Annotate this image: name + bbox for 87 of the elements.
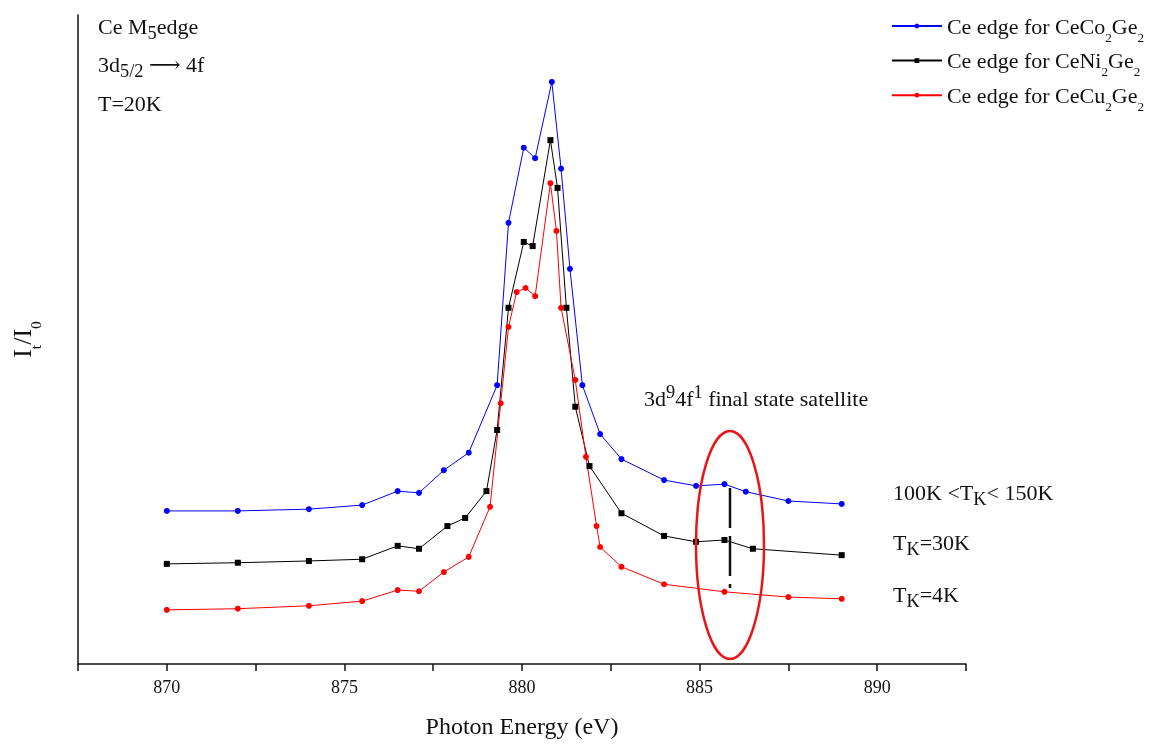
point	[693, 482, 700, 489]
point	[465, 449, 472, 456]
point	[234, 605, 241, 612]
point	[305, 506, 312, 513]
point	[505, 219, 512, 226]
point	[579, 382, 586, 389]
point	[548, 78, 555, 85]
point	[721, 481, 728, 488]
point	[394, 488, 401, 495]
point	[661, 532, 668, 539]
point	[532, 155, 539, 162]
point	[440, 569, 447, 576]
point	[838, 595, 845, 602]
point	[563, 304, 570, 311]
point	[522, 284, 529, 291]
point	[305, 557, 312, 564]
point	[661, 581, 668, 588]
point	[513, 289, 520, 296]
point	[497, 400, 504, 407]
point	[483, 488, 490, 495]
point	[416, 588, 422, 595]
point	[749, 545, 756, 552]
point	[582, 453, 589, 460]
point	[462, 514, 469, 521]
annotation: T$_{K}$=4K	[893, 582, 959, 613]
point	[529, 243, 536, 250]
x-tick-label: 880	[508, 677, 536, 697]
point	[305, 602, 312, 609]
x-tick-label: 885	[686, 677, 714, 697]
point	[661, 477, 668, 484]
point	[440, 467, 447, 474]
point	[234, 507, 241, 514]
point	[838, 500, 845, 507]
point	[572, 376, 579, 383]
point	[505, 323, 512, 330]
point	[394, 542, 401, 549]
point	[444, 523, 451, 530]
point	[586, 463, 593, 470]
x-axis-title: Photon Energy (eV)	[425, 713, 619, 739]
point	[505, 304, 512, 311]
point	[520, 239, 527, 245]
point	[547, 180, 554, 187]
point	[163, 606, 170, 613]
point	[465, 553, 472, 560]
point	[415, 545, 422, 552]
point	[566, 265, 573, 272]
point	[721, 588, 728, 595]
point	[597, 544, 604, 550]
y-axis-title: It/I0	[7, 320, 44, 358]
point	[416, 489, 422, 496]
point	[547, 137, 554, 144]
point	[558, 165, 565, 172]
annotation: T=20K	[98, 90, 163, 117]
point	[838, 552, 845, 559]
point	[532, 293, 539, 300]
x-tick-label: 890	[863, 677, 891, 697]
point	[554, 184, 561, 191]
point	[359, 598, 366, 605]
point	[558, 304, 565, 311]
point	[618, 510, 625, 517]
point	[553, 227, 560, 234]
point	[597, 431, 604, 438]
point	[359, 556, 366, 563]
annotation: T$_{K}$=30K	[893, 530, 970, 561]
point	[494, 382, 501, 389]
point	[163, 507, 170, 514]
point	[618, 456, 625, 463]
point	[742, 488, 749, 495]
text: 3d$_{5/2}$ ⟶ 4f	[98, 52, 205, 83]
point	[394, 587, 401, 594]
point	[593, 523, 600, 530]
point	[618, 563, 625, 570]
point	[234, 559, 241, 566]
point	[487, 503, 494, 510]
annotation: 3d$^{9}$4f$^{1}$ final state satellite	[644, 382, 869, 413]
point	[359, 502, 366, 509]
point	[785, 498, 792, 505]
point	[520, 144, 527, 151]
point	[785, 594, 792, 601]
point	[163, 560, 170, 567]
x-tick-label: 870	[153, 677, 181, 697]
point	[494, 427, 501, 434]
text: Ce M$_{5}$edge	[98, 14, 200, 45]
annotation: 100K <T$_{K}$< 150K	[893, 480, 1054, 511]
point	[572, 403, 579, 410]
x-tick-label: 875	[330, 677, 358, 697]
point	[721, 537, 728, 544]
